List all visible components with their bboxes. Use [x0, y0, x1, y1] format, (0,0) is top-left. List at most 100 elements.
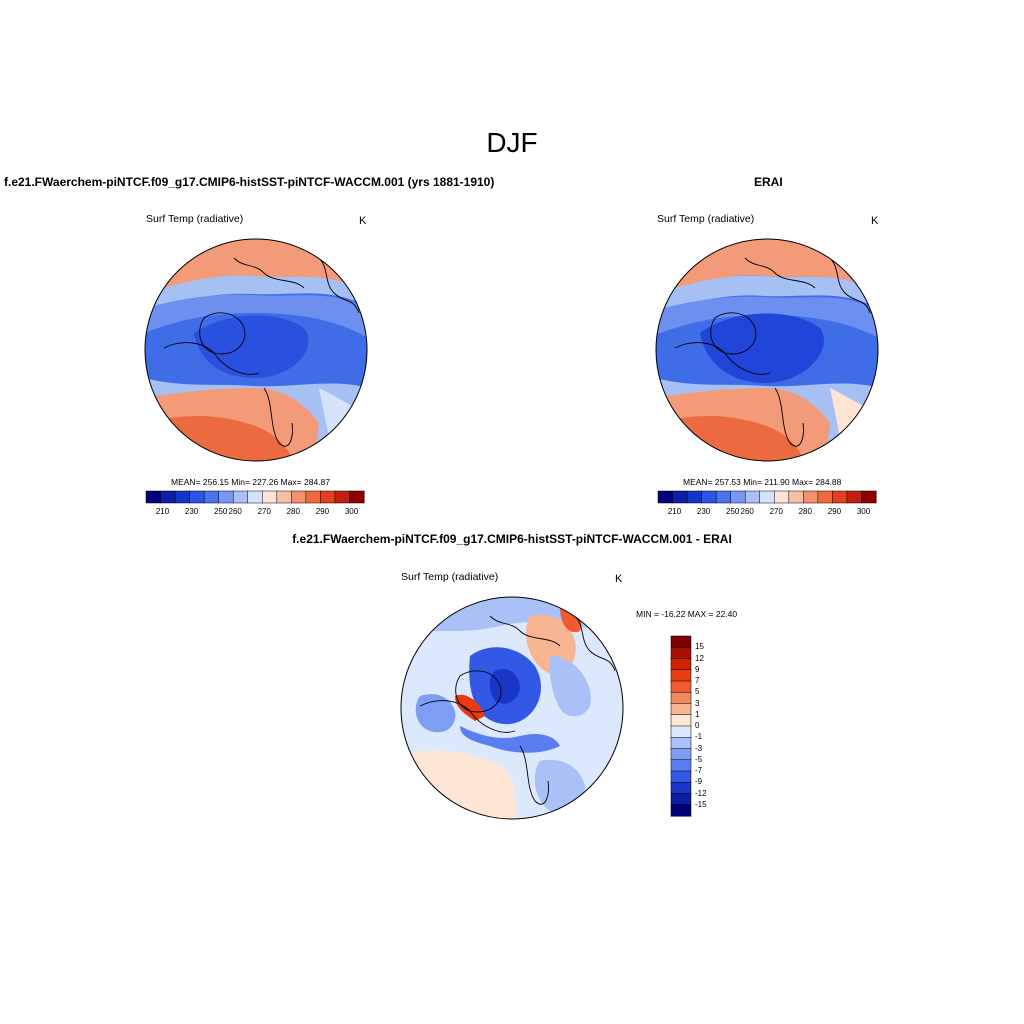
diff-colorbar-swatch: [670, 759, 692, 772]
right-colorbar-swatch: [701, 490, 717, 504]
left-panel-title: f.e21.FWaerchem-piNTCF.f09_g17.CMIP6-his…: [4, 175, 495, 189]
right-colorbar-swatch: [686, 490, 703, 504]
right-colorbar-swatch: [774, 490, 790, 504]
left-colorbar-swatch: [218, 490, 234, 504]
diff-colorbar-tick: -9: [695, 777, 703, 787]
diff-colorbar-tick: 7: [695, 676, 700, 685]
diff-colorbar-swatch: [670, 658, 692, 671]
left-colorbar-tick: 280: [286, 507, 300, 516]
left-colorbar-swatch: [247, 490, 263, 504]
right-colorbar-swatch: [788, 490, 804, 504]
right-colorbar-swatch: [715, 490, 732, 504]
diff-colorbar-swatch: [670, 692, 692, 705]
right-map-cold-core: [700, 313, 824, 383]
right-colorbar-tick: 290: [827, 507, 842, 516]
diff-colorbar-swatch: [670, 725, 692, 738]
right-colorbar: [657, 490, 877, 504]
left-colorbar-swatch: [203, 490, 220, 504]
right-colorbar-tick: 250: [726, 507, 740, 516]
right-colorbar-tick: 280: [798, 507, 812, 516]
diff-colorbar-swatch: [670, 748, 692, 761]
left-colorbar-swatch: [291, 490, 307, 504]
diff-panel-title: f.e21.FWaerchem-piNTCF.f09_g17.CMIP6-his…: [292, 532, 732, 546]
right-units-label: K: [871, 215, 879, 227]
left-colorbar-swatch: [232, 490, 249, 504]
diff-colorbar: [670, 635, 692, 817]
diff-colorbar-tick: -1: [695, 732, 703, 742]
left-colorbar-swatch: [320, 490, 336, 504]
left-colorbar-tick: 230: [184, 507, 199, 516]
left-stats: MEAN= 256.15 Min= 227.26 Max= 284.87: [171, 477, 331, 487]
left-colorbar-swatch: [174, 490, 191, 504]
diff-colorbar-swatch: [670, 669, 692, 682]
right-colorbar-swatch: [803, 490, 819, 504]
left-colorbar-tick: 210: [155, 507, 170, 516]
left-colorbar-swatch: [276, 490, 292, 504]
right-colorbar-swatch: [832, 490, 848, 504]
left-colorbar-swatch: [189, 490, 205, 504]
diff-colorbar-tick: 15: [695, 642, 704, 652]
right-panel-title: ERAI: [754, 175, 783, 189]
right-stats: MEAN= 257.53 Min= 211.90 Max= 284.88: [683, 477, 842, 487]
diff-colorbar-tick: -3: [695, 743, 703, 753]
left-colorbar-swatch: [262, 490, 278, 504]
diff-colorbar-swatch: [670, 703, 692, 716]
diff-colorbar-swatch: [670, 737, 692, 750]
diff-units-label: K: [615, 573, 623, 585]
left-colorbar-ticks: 210 230 250 260 270 280 290 300: [146, 507, 364, 519]
diff-colorbar-tick: 9: [695, 664, 700, 674]
left-colorbar-tick: 300: [344, 507, 359, 516]
right-polar-map: [655, 238, 879, 462]
diff-colorbar-swatch: [670, 635, 692, 648]
left-units-label: K: [359, 215, 367, 227]
diff-colorbar-tick: -15: [695, 799, 707, 809]
left-colorbar-tick: 290: [315, 507, 330, 516]
left-polar-map: [144, 238, 368, 462]
diff-colorbar-tick: 1: [695, 709, 700, 719]
diff-colorbar-tick: 3: [695, 698, 700, 708]
left-colorbar: [145, 490, 365, 504]
diff-colorbar-swatch: [670, 804, 692, 817]
left-variable-label: Surf Temp (radiative): [146, 213, 244, 225]
left-colorbar-swatch: [334, 490, 351, 504]
right-colorbar-tick: 300: [856, 507, 871, 516]
right-colorbar-tick: 230: [696, 507, 711, 516]
main-title: DJF: [486, 127, 538, 158]
left-colorbar-swatch: [305, 490, 321, 504]
diff-colorbar-swatch: [670, 680, 692, 693]
right-colorbar-tick: 210: [667, 507, 682, 516]
left-colorbar-tick: 260: [228, 507, 242, 516]
right-colorbar-swatch: [744, 490, 761, 504]
right-colorbar-swatch: [846, 490, 863, 504]
right-colorbar-swatch: [730, 490, 746, 504]
diff-colorbar-ticks: 15 12 9 7 5 3 1 0 -1 -3 -5 -7 -9 -12 -15: [695, 636, 725, 816]
diff-stats: MIN = -16.22 MAX = 22.40: [636, 609, 738, 619]
diff-colorbar-swatch: [670, 782, 692, 795]
right-colorbar-swatch: [861, 490, 877, 504]
right-variable-label: Surf Temp (radiative): [657, 213, 755, 225]
right-colorbar-ticks: 210 230 250 260 270 280 290 300: [658, 507, 876, 519]
diff-map-warm-anomaly-archipelago: [455, 694, 485, 721]
left-colorbar-swatch: [145, 490, 162, 504]
diff-colorbar-tick: 5: [695, 687, 700, 697]
left-colorbar-swatch: [160, 490, 176, 504]
right-colorbar-swatch: [657, 490, 674, 504]
diff-colorbar-swatch: [670, 770, 692, 783]
diff-colorbar-tick: -12: [695, 788, 707, 798]
left-colorbar-swatch: [349, 490, 365, 504]
diff-colorbar-tick: 0: [695, 721, 700, 730]
diff-colorbar-swatch: [670, 714, 692, 727]
diff-colorbar-swatch: [670, 793, 692, 806]
left-colorbar-tick: 270: [257, 507, 271, 516]
right-colorbar-swatch: [817, 490, 833, 504]
diff-polar-map: [400, 596, 624, 820]
right-colorbar-swatch: [759, 490, 775, 504]
diff-colorbar-tick: -5: [695, 754, 703, 764]
diff-colorbar-swatch: [670, 647, 692, 660]
left-colorbar-tick: 250: [214, 507, 228, 516]
right-colorbar-tick: 260: [740, 507, 754, 516]
right-colorbar-swatch: [672, 490, 688, 504]
diff-colorbar-tick: -7: [695, 766, 703, 775]
right-colorbar-tick: 270: [769, 507, 783, 516]
diff-colorbar-tick: 12: [695, 653, 704, 663]
